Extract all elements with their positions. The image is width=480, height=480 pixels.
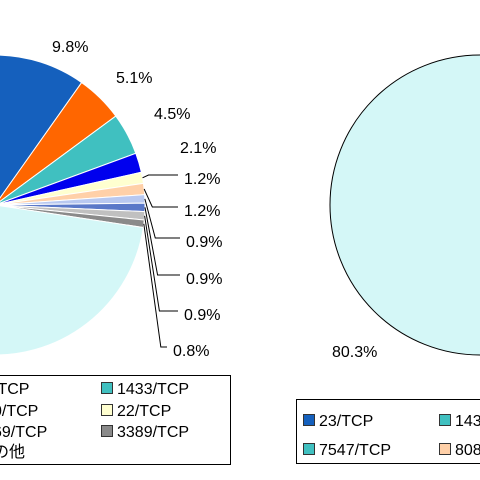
right-legend: 23/TCP 1433 7547/TCP 8080 (296, 399, 480, 464)
data-label: 0.9% (186, 234, 222, 251)
data-label: 4.5% (154, 106, 190, 123)
right-pie-chart (329, 54, 480, 356)
data-label: 9.8% (52, 39, 88, 56)
data-label: 0.8% (173, 343, 209, 360)
leader-line (142, 174, 178, 179)
leader-line (144, 215, 178, 312)
data-label: 0.9% (186, 271, 222, 288)
legend-swatch (303, 413, 315, 426)
legend-swatch (439, 442, 451, 455)
left-pie-chart (0, 54, 146, 356)
legend-swatch (101, 381, 113, 394)
pie-slice (0, 205, 144, 356)
legend-item: 23/TCP (303, 413, 373, 431)
legend-item: 8080 (439, 442, 480, 460)
legend-swatch (439, 413, 451, 426)
pie-slice (0, 54, 83, 199)
legend-item: 0/TCP (0, 403, 39, 420)
data-label: 2.1% (180, 140, 216, 157)
legend-item: の他 (0, 444, 26, 461)
legend-swatch (101, 403, 113, 416)
leader-line (143, 223, 167, 348)
data-label: 5.1% (116, 70, 152, 87)
data-label: 1.2% (184, 203, 220, 220)
legend-item: /TCP (0, 381, 30, 398)
legend-swatch (101, 424, 113, 437)
left-pie-data-labels: 9.8% 5.1% 4.5% 2.1% 1.2% 1.2% 0.9% 0.9% … (52, 39, 222, 360)
leader-line (144, 207, 180, 276)
legend-item: 3389/TCP (101, 424, 189, 442)
leader-line (144, 198, 180, 239)
legend-item: 69/TCP (0, 424, 48, 441)
legend-item: 1433 (439, 413, 480, 431)
data-label: 1.2% (184, 171, 220, 188)
data-label: 80.3% (332, 344, 377, 361)
pie-slice (329, 54, 480, 356)
legend-item: 7547/TCP (303, 442, 391, 460)
left-legend: /TCP 1433/TCP 0/TCP 22/TCP 69/TCP 3389/T… (0, 375, 231, 465)
left-pie-leader-lines (142, 174, 180, 348)
data-label: 0.9% (184, 307, 220, 324)
legend-item: 1433/TCP (101, 381, 189, 399)
legend-item: 22/TCP (101, 403, 171, 421)
leader-line (143, 188, 178, 208)
legend-swatch (303, 442, 315, 455)
